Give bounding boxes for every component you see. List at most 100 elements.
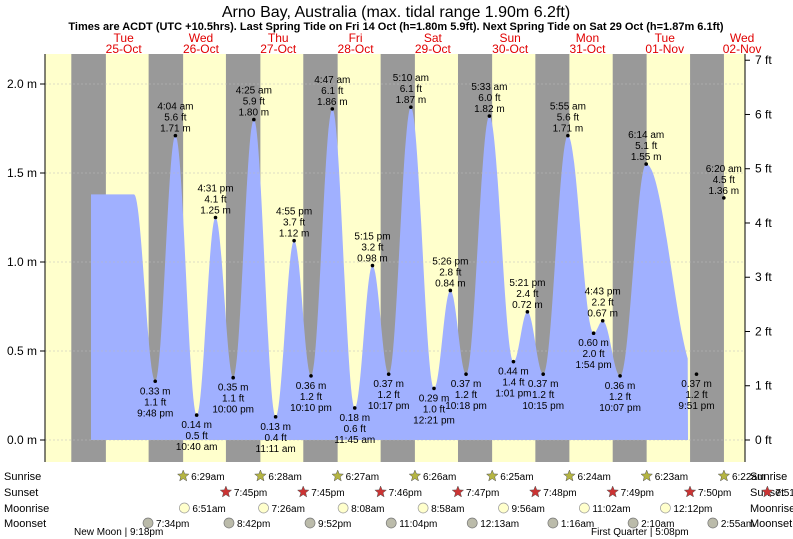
tide-time-label: 10:17 pm <box>368 401 410 412</box>
tide-time-label: 5:26 pm <box>432 256 468 267</box>
moonrise-icon <box>337 502 349 514</box>
day-label-date: 01-Nov <box>645 42 684 56</box>
sunrise-time: 6:26am <box>423 472 456 483</box>
day-label-date: 25-Oct <box>106 42 143 56</box>
tide-point <box>600 318 605 323</box>
tide-time-label: 10:18 pm <box>445 401 487 412</box>
tide-ft-label: 4.5 ft <box>713 175 735 186</box>
sunset-icon <box>296 485 310 498</box>
moonset-time: 2:10am <box>641 519 674 530</box>
day-label-dow: Thu <box>268 31 289 45</box>
tide-point <box>153 379 158 384</box>
day-label-dow: Mon <box>576 31 599 45</box>
tide-point <box>566 133 570 138</box>
tide-point <box>330 107 335 111</box>
moonrise-icon <box>579 502 590 514</box>
tide-m-label: 0.84 m <box>435 278 466 289</box>
row-label-left: Moonrise <box>4 503 49 515</box>
tide-time-label: 11:11 am <box>256 444 296 455</box>
moonrise-time: 9:56am <box>512 504 545 515</box>
tide-labels: 0.33 m1.1 ft9:48 pm4:04 am5.6 ft1.71 m0.… <box>137 73 742 455</box>
day-labels: Tue25-OctWed26-OctThu27-OctFri28-OctSat2… <box>106 31 762 56</box>
tide-point <box>194 413 199 417</box>
right-tick-label: 3 ft <box>755 270 772 284</box>
moon-phase-first-quarter: First Quarter | 5:08pm <box>591 527 689 538</box>
tide-m-label: 1.80 m <box>239 108 270 119</box>
moonset-icon <box>466 517 478 529</box>
tide-m-label: 0.98 m <box>357 254 388 265</box>
chart-title: Arno Bay, Australia (max. tidal range 1.… <box>222 4 570 21</box>
left-tick-label: 0.5 m <box>7 344 37 358</box>
sunset-time: 7:49pm <box>621 488 654 499</box>
tide-ft-label: 1.2 ft <box>609 392 631 403</box>
left-tick-label: 1.5 m <box>7 166 37 180</box>
sunset-time: 7:47pm <box>466 488 499 499</box>
tide-point <box>309 374 313 378</box>
tide-time-label: 4:47 am <box>314 75 350 86</box>
right-tick-label: 0 ft <box>755 433 772 447</box>
tide-ft-label: 2.4 ft <box>516 289 538 300</box>
tide-ft-label: 5.6 ft <box>557 113 579 124</box>
tide-time-label: 5:55 am <box>550 102 586 113</box>
moonset-time: 8:42pm <box>237 519 270 530</box>
tide-area <box>91 107 688 440</box>
chart-subtitle: Times are ACDT (UTC +10.5hrs). Last Spri… <box>68 21 724 33</box>
tide-m-label: 0.37 m <box>451 379 482 390</box>
tide-m-label: 0.67 m <box>587 309 618 320</box>
tide-ft-label: 5.1 ft <box>635 141 657 152</box>
sunrise-icon <box>563 469 576 482</box>
left-axis-meters: 0.0 m 0.5 m 1.0 m 1.5 m 2.0 m <box>7 54 46 462</box>
tide-m-label: 0.36 m <box>296 381 327 392</box>
tide-time-label: 4:55 pm <box>276 207 312 218</box>
tide-ft-label: 4.1 ft <box>204 195 226 206</box>
moonrise-icon <box>498 502 509 514</box>
sunset-time: 7:45pm <box>234 488 267 499</box>
tide-point <box>352 406 357 410</box>
tide-point <box>487 114 492 118</box>
tide-ft-label: 1.4 ft <box>502 378 524 389</box>
tide-m-label: 1.55 m <box>631 152 662 163</box>
tide-point <box>525 310 530 314</box>
tide-m-label: 0.29 m <box>419 393 450 404</box>
right-tick-label: 1 ft <box>755 379 772 393</box>
sunset-icon <box>219 485 233 498</box>
tide-ft-label: 6.1 ft <box>400 84 422 95</box>
day-label-dow: Fri <box>349 31 363 45</box>
tide-m-label: 1.25 m <box>200 206 231 217</box>
tide-point <box>386 372 391 376</box>
tide-time-label: 6:14 am <box>628 130 664 141</box>
day-label-dow: Sat <box>424 31 443 45</box>
sunset-time: 7:50pm <box>698 488 731 499</box>
tide-m-label: 1.71 m <box>553 124 584 135</box>
row-label-right: Sunrise <box>750 471 787 483</box>
tide-m-label: 1.87 m <box>396 95 427 106</box>
tide-time-label: 9:48 pm <box>137 408 173 419</box>
tide-m-label: 0.44 m <box>498 367 529 378</box>
right-tick-label: 2 ft <box>755 324 772 338</box>
tide-ft-label: 6.1 ft <box>321 86 343 97</box>
tide-ft-label: 3.2 ft <box>361 243 383 254</box>
moonset-icon <box>223 517 235 529</box>
moonrise-icon <box>179 502 190 514</box>
tide-m-label: 0.60 m <box>578 338 609 349</box>
tide-m-label: 0.37 m <box>528 379 559 390</box>
moonset-time: 9:52pm <box>318 519 351 530</box>
tide-point <box>591 331 596 336</box>
sunrise-time: 6:22am <box>732 472 765 483</box>
right-tick-label: 7 ft <box>755 53 772 67</box>
tide-time-label: 12:21 pm <box>413 415 455 426</box>
sunset-icon <box>528 485 542 498</box>
tide-ft-label: 1.2 ft <box>378 390 400 401</box>
moonset-icon <box>142 517 154 529</box>
sunset-time: 7:46pm <box>389 488 422 499</box>
daylight-band <box>45 54 72 462</box>
row-label-left: Sunset <box>4 487 38 499</box>
tide-time-label: 11:45 am <box>334 435 375 446</box>
sunset-icon <box>374 485 387 498</box>
tide-ft-label: 2.8 ft <box>439 267 461 278</box>
tide-m-label: 0.14 m <box>181 420 212 431</box>
row-label-right: Moonset <box>750 518 792 530</box>
moonrise-time: 8:58am <box>431 504 464 515</box>
right-axis-feet: 0 ft 1 ft 2 ft 3 ft 4 ft 5 ft 6 ft 7 ft <box>744 53 772 462</box>
